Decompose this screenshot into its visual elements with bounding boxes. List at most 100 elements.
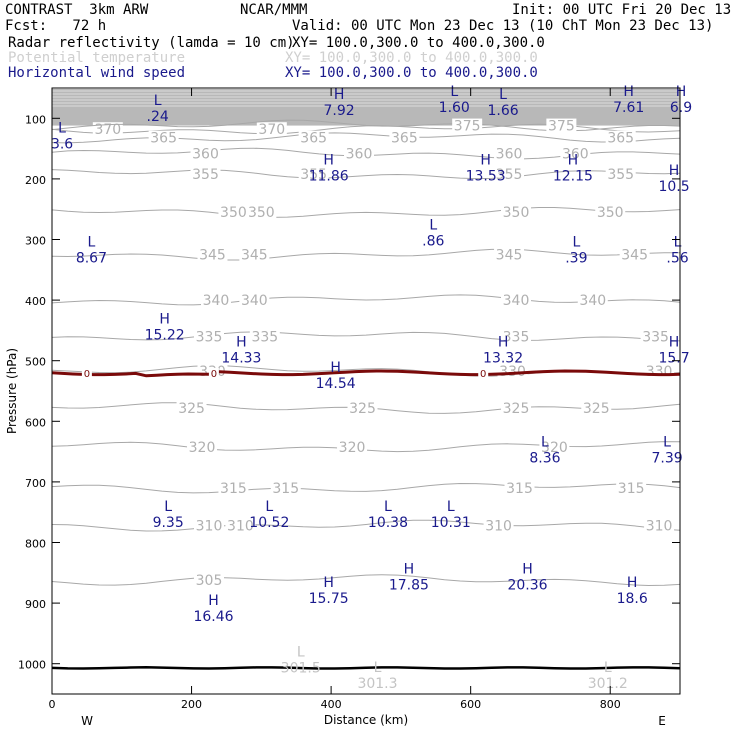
- theta-contour-label: 335: [251, 329, 278, 345]
- wind-extremum-marker: H: [669, 163, 680, 179]
- theta-contour-label: 345: [621, 248, 648, 264]
- field-wind-name: Horizontal wind speed: [8, 65, 186, 81]
- theta-label-bg: [344, 146, 375, 162]
- theta-contour-label: 365: [607, 131, 634, 147]
- y-tick-label: 900: [25, 598, 46, 611]
- wind-extremum-value: .39: [565, 250, 587, 266]
- theta-label-bg: [581, 400, 612, 416]
- theta-label-bg: [616, 480, 647, 496]
- theta-label-bg: [194, 518, 224, 534]
- theta-label-bg: [239, 293, 270, 309]
- wind-extremum-value: 10.52: [249, 515, 289, 531]
- org-label: NCAR/MMM: [240, 2, 308, 18]
- theta-contour-label: 325: [178, 401, 205, 417]
- theta-contour-label: 365: [150, 131, 177, 147]
- wind-extremum-marker: L: [164, 499, 172, 515]
- theta-contour-355: [51, 169, 681, 180]
- theta-contour-label: 350: [248, 205, 275, 221]
- theta-label-bg: [246, 205, 277, 221]
- wind-extremum-value: 10.31: [431, 515, 471, 531]
- theta-contour-label: 350: [220, 205, 247, 221]
- theta-contour-label: 375: [454, 119, 481, 135]
- theta-contour-label: 315: [506, 481, 533, 497]
- reflectivity-label-bg: [478, 367, 489, 379]
- theta-label-bg: [190, 167, 221, 183]
- wind-extremum-value: 15.7: [658, 350, 689, 366]
- valid-time: Valid: 00 UTC Mon 23 Dec 13 (10 ChT Mon …: [292, 18, 714, 34]
- theta-contour-label: 315: [272, 481, 299, 497]
- reflectivity-contour-label: 0: [84, 369, 90, 380]
- wind-extremum-value: 10.5: [658, 179, 689, 195]
- wind-extremum-marker: L: [384, 499, 392, 515]
- theta-label-bg: [298, 130, 329, 146]
- theta-contour-340: [51, 294, 681, 306]
- theta-contour-label: 345: [496, 248, 523, 264]
- wind-extremum-marker: H: [330, 360, 341, 376]
- theta-label-bg: [560, 146, 591, 162]
- theta-label-bg: [494, 167, 525, 183]
- theta-label-bg: [619, 247, 650, 263]
- theta-contour-305: [51, 574, 681, 587]
- wind-extremum-value: 10.38: [368, 515, 408, 531]
- theta-contour-label: 375: [548, 119, 575, 135]
- theta-contour-label: 310: [646, 519, 673, 535]
- theta-label-bg: [501, 293, 532, 309]
- surface-line: [51, 666, 681, 670]
- theta-label-bg: [92, 122, 123, 138]
- wind-extremum-marker: L: [572, 234, 580, 250]
- theta-contour-label: 320: [189, 440, 216, 456]
- theta-label-bg: [190, 146, 221, 162]
- wind-extremum-marker: H: [159, 311, 170, 327]
- theta-contour-label: 340: [503, 293, 530, 309]
- theta-label-bg: [504, 480, 535, 496]
- wind-extremum-marker: H: [480, 153, 491, 169]
- theta-label-bg: [270, 480, 301, 496]
- field-wind-xy: XY= 100.0,300.0 to 400.0,300.0: [285, 65, 538, 81]
- theta-label-bg: [225, 518, 256, 534]
- wind-extremum-marker: H: [669, 334, 680, 350]
- theta-contour-365: [51, 132, 681, 144]
- wind-extremum-value: 13.53: [466, 169, 506, 185]
- wind-extremum-marker: L: [450, 84, 458, 100]
- theta-contour-label: 325: [583, 401, 610, 417]
- wind-extremum-marker: L: [429, 217, 437, 233]
- wind-extremum-value: .24: [147, 109, 169, 125]
- east-end-label: E: [658, 714, 666, 728]
- theta-label-bg: [239, 247, 270, 263]
- wind-extremum-marker: L: [265, 499, 273, 515]
- theta-label-bg: [194, 573, 224, 589]
- y-tick-label: 500: [25, 356, 46, 369]
- theta-label-bg: [200, 293, 231, 309]
- theta-contour-label: 370: [94, 122, 121, 138]
- wind-extremum-value: 8.67: [76, 250, 107, 266]
- reflectivity-contour: [51, 369, 681, 378]
- theta-label-bg: [148, 130, 179, 146]
- wind-extremum-value: 17.85: [389, 578, 429, 594]
- wind-extremum-value: 16.46: [193, 609, 233, 625]
- wind-extremum-marker: H: [404, 562, 415, 578]
- theta-label-bg: [595, 205, 626, 221]
- x-tick-label: 600: [460, 698, 481, 711]
- wind-extremum-value: 14.33: [221, 350, 261, 366]
- wind-extremum-value: 18.6: [617, 591, 648, 607]
- theta-contour-label: 360: [346, 146, 373, 162]
- x-axis-label: Distance (km): [324, 713, 408, 727]
- theta-contour-335: [51, 331, 681, 342]
- theta-contour-350: [51, 207, 681, 218]
- theta-label-bg: [605, 167, 636, 183]
- west-end-label: W: [81, 714, 93, 728]
- theta-label-bg: [483, 518, 514, 534]
- wind-extremum-value: 301.2: [588, 676, 628, 692]
- wind-extremum-marker: H: [627, 575, 638, 591]
- theta-label-bg: [640, 329, 671, 345]
- theta-label-bg: [249, 329, 280, 345]
- wind-extremum-value: 1.60: [439, 100, 470, 116]
- y-tick-label: 200: [25, 174, 46, 187]
- theta-contour-label: 355: [300, 167, 327, 183]
- x-tick-label: 200: [181, 698, 202, 711]
- theta-contour-label: 350: [597, 205, 624, 221]
- wind-extremum-marker: L: [541, 434, 549, 450]
- theta-contour-label: 320: [541, 440, 568, 456]
- reflectivity-contour-label: 0: [211, 369, 217, 380]
- theta-contour-label: 340: [241, 293, 268, 309]
